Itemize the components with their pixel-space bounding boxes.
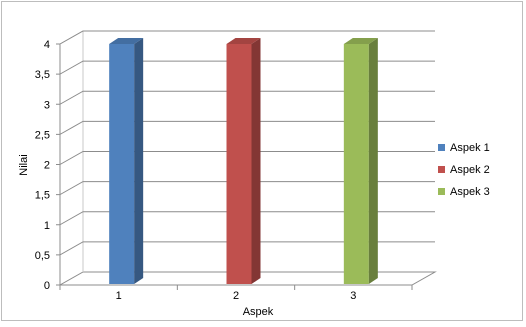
bar-side: [368, 38, 378, 284]
gridline: [59, 211, 435, 226]
legend-item: Aspek 1: [438, 142, 490, 154]
chart-frame: 0 0,5 1 1,5 2 2,5 3 3,5 4 1 2 3 Nilai Aspek Aspek …: [1, 1, 523, 321]
bar-front: [109, 44, 135, 284]
y-tick-label: 3: [44, 99, 50, 111]
gridline: [59, 60, 435, 75]
y-axis-label: Nilai: [18, 154, 30, 175]
legend-swatch: [438, 188, 445, 195]
bar-top: [109, 38, 144, 44]
gridline: [59, 151, 435, 165]
bar-front: [343, 44, 369, 284]
bar-side: [251, 38, 261, 284]
bar: [343, 38, 378, 284]
y-tick-label: 0: [44, 280, 50, 292]
gridline: [59, 90, 435, 105]
bars: [109, 38, 378, 284]
bar-front: [226, 44, 252, 284]
y-tick-label: 1: [44, 220, 50, 232]
y-tick-label: 2,5: [35, 129, 50, 141]
legend-item: Aspek 3: [438, 186, 490, 198]
y-tick-label: 1,5: [35, 190, 50, 202]
bar-top: [343, 38, 378, 44]
x-tick-label: 2: [233, 290, 239, 302]
y-axis-ticks: 0 0,5 1 1,5 2 2,5 3 3,5 4: [35, 39, 60, 292]
gridline: [59, 241, 435, 256]
legend-item: Aspek 2: [438, 164, 490, 176]
gridline: [59, 120, 435, 135]
bar: [226, 38, 261, 284]
y-tick-label: 4: [44, 39, 50, 51]
legend-label: Aspek 1: [450, 142, 490, 154]
y-tick-label: 3,5: [35, 69, 50, 81]
gridline: [59, 181, 435, 196]
x-axis-label: Aspek: [243, 306, 274, 318]
y-tick-label: 0,5: [35, 250, 50, 262]
y-tick-label: 2: [44, 160, 50, 172]
bar: [109, 38, 144, 284]
gridline: [59, 30, 435, 45]
legend-label: Aspek 2: [450, 164, 490, 176]
legend: Aspek 1 Aspek 2 Aspek 3: [438, 142, 490, 198]
legend-swatch: [438, 166, 445, 173]
x-tick-label: 1: [116, 290, 122, 302]
legend-swatch: [438, 144, 445, 151]
x-axis-ticks: 1 2 3: [59, 285, 413, 302]
legend-label: Aspek 3: [450, 186, 490, 198]
bar-top: [226, 38, 261, 44]
bar-side: [134, 38, 144, 284]
x-tick-label: 3: [350, 290, 356, 302]
bar-chart: 0 0,5 1 1,5 2 2,5 3 3,5 4 1 2 3 Nilai Aspek Aspek …: [18, 30, 490, 318]
gridlines: [59, 30, 435, 256]
